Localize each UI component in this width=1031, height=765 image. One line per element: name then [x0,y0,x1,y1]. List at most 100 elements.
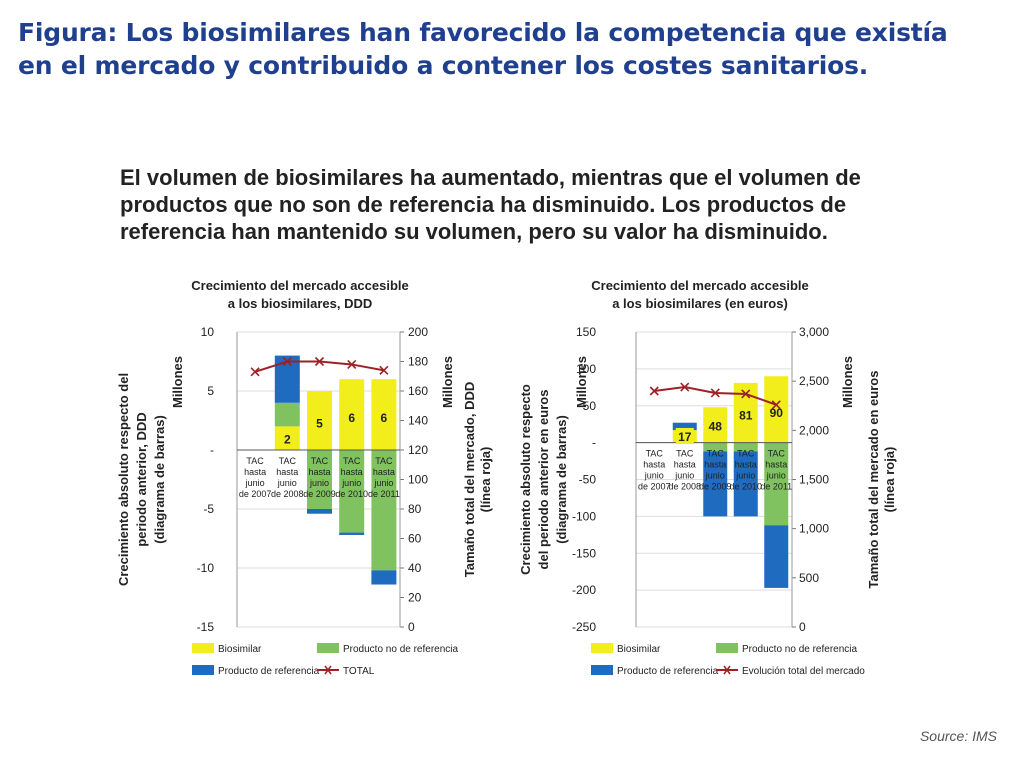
y2-tick-label: 100 [408,473,428,487]
bar-segment [274,402,300,427]
bar-label-bg [310,414,329,431]
y2-axis-label-line: (línea roja) [478,447,493,513]
legend-swatch [192,665,214,675]
category-label: TAC [279,456,297,466]
y-axis-left: 150 100 50 - -50 -100 -150 -200 -250 [572,325,792,634]
bar-segment [339,532,365,535]
y2-axis-label-line: Tamaño total del mercado, DDD [462,382,477,578]
category-label: de 2010 [335,489,368,499]
bar-segment [307,509,332,514]
category-label: junio [705,471,725,481]
total-line-marker [282,356,292,367]
bar-data-label: 6 [348,411,355,425]
category-label: TAC [343,456,361,466]
category-label: de 2008 [668,482,701,492]
y-axis-label-line: (diagrama de barras) [554,415,569,544]
legend-label: Evolución total del mercado [742,666,865,677]
y-axis-right: 3,000 2,500 2,000 1,500 1,000 500 0 [792,325,829,634]
y2-tick-label: 1,000 [799,522,829,536]
subtitle-line-1: El volumen de biosimilares ha aumentado,… [120,165,861,190]
legend-label: Producto no de referencia [742,644,858,655]
bar-segment [307,450,332,509]
category-label: de 2009 [303,489,336,499]
y-axis-label-line: periodo anterior, DDD [134,412,149,546]
category-label: hasta [276,467,298,477]
bar-segment [703,451,728,517]
category-label: de 2007 [638,482,671,492]
chart-title-line-1: Crecimiento del mercado accesible [191,278,408,293]
chart-euros: Crecimiento del mercado accesible a los b… [518,278,897,677]
legend-swatch [192,643,214,653]
y-axis-label-line: (diagrama de barras) [152,415,167,544]
y-units-label: Millones [574,356,589,408]
y2-tick-label: 160 [408,384,428,398]
legend: Biosimilar Producto no de referencia Produ… [591,643,865,677]
y-tick-label: 50 [583,399,597,413]
category-label: junio [674,471,694,481]
category-label: hasta [373,467,395,477]
bar-data-label: 17 [678,430,692,444]
y2-tick-label: 40 [408,561,422,575]
bar-segment [371,570,397,585]
total-line-marker [680,382,690,392]
bar-label-bg [374,409,393,426]
total-line-marker [710,388,720,398]
category-label: de 2010 [729,482,762,492]
y2-tick-label: 1,500 [799,473,829,487]
category-label: hasta [674,460,696,470]
bar-segment [672,422,697,431]
y2-units-label: Millones [840,356,855,408]
y2-tick-label: 3,000 [799,325,829,339]
category-label: hasta [765,460,787,470]
bar-label-bg [706,417,725,434]
bar-label-bg [278,430,297,447]
figure-title-line-1: Figura: Los biosimilares han favorecido … [18,18,948,47]
bar-segment [733,451,758,517]
bar-data-label: 6 [381,411,388,425]
y2-tick-label: 500 [799,571,819,585]
y-tick-label: 150 [576,325,596,339]
category-label: TAC [676,449,694,459]
category-label: junio [644,471,664,481]
legend-marker [723,665,731,675]
total-line [254,360,385,373]
y-tick-label: -15 [197,620,215,634]
category-label: TAC [246,456,264,466]
category-label: junio [309,478,329,488]
y-tick-label: -5 [203,502,214,516]
category-label: TAC [768,449,786,459]
bar-segment [733,442,758,452]
source-note: Source: IMS [919,728,997,744]
bar-segment [339,450,365,533]
chart-title-line-2: a los biosimilares (en euros) [612,296,788,311]
bar-label-bg [342,409,361,426]
bar-segment [274,355,300,403]
total-line-marker [379,365,389,375]
y2-tick-label: 140 [408,414,428,428]
y-units-label: Millones [170,356,185,408]
chart-title-line-2: a los biosimilares, DDD [228,296,373,311]
y2-tick-label: 80 [408,502,422,516]
y-tick-label: - [210,443,214,457]
legend-marker [324,665,332,675]
legend-label: Producto de referencia [617,666,719,677]
y2-tick-label: 180 [408,355,428,369]
y-tick-label: 10 [201,325,215,339]
bar-segment [764,442,789,526]
legend-label: TOTAL [343,666,375,677]
category-label: junio [735,471,755,481]
legend-label: Biosimilar [218,644,262,655]
total-line-marker [314,356,325,367]
category-label: junio [341,478,361,488]
y2-tick-label: 200 [408,325,428,339]
category-label: TAC [707,449,725,459]
legend-label: Biosimilar [617,644,661,655]
y-tick-label: -150 [572,546,596,560]
y-tick-label: 100 [576,362,596,376]
total-line-marker [771,400,781,410]
bars [274,355,397,585]
y-tick-label: - [592,436,596,450]
y2-axis-label-line: Tamaño total del mercado en euros [866,371,881,589]
y2-units-label: Millones [440,356,455,408]
